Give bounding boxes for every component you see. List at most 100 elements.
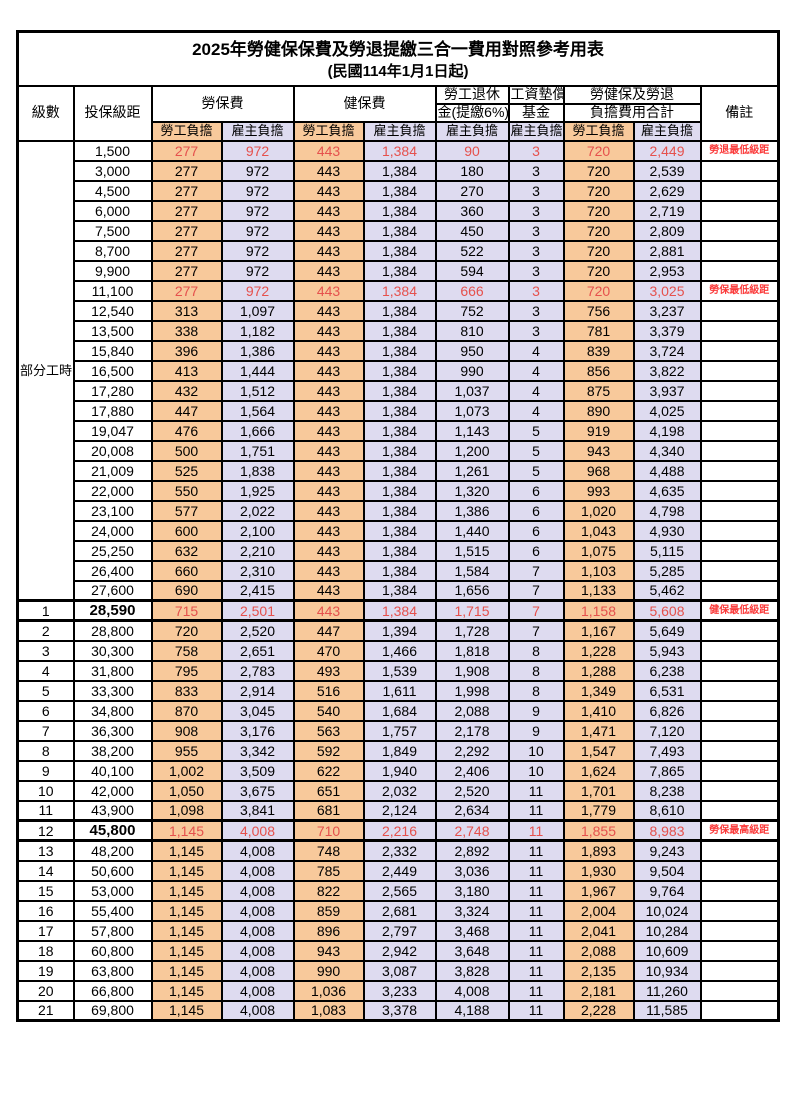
wage-cell: 10 xyxy=(507,759,565,782)
level-cell: 21 xyxy=(16,999,75,1022)
tot_w-cell: 1,158 xyxy=(562,599,635,622)
note-cell xyxy=(699,839,780,862)
tot_e-cell: 9,243 xyxy=(632,839,702,862)
hi_w-cell: 443 xyxy=(292,399,365,422)
hi_e-cell: 1,384 xyxy=(362,479,437,502)
subheader-health-employer: 雇主負擔 xyxy=(362,120,437,142)
bracket-cell: 8,700 xyxy=(72,239,153,262)
page-subtitle: (民國114年1月1日起) xyxy=(327,62,469,80)
tot_w-cell: 756 xyxy=(562,299,635,322)
note-cell xyxy=(699,239,780,262)
tot_e-cell: 4,488 xyxy=(632,459,702,482)
hi_e-cell: 1,384 xyxy=(362,539,437,562)
hi_e-cell: 1,384 xyxy=(362,379,437,402)
hi_e-cell: 1,394 xyxy=(362,619,437,642)
wage-cell: 11 xyxy=(507,819,565,842)
pension-cell: 950 xyxy=(434,339,510,362)
header-row-3: 勞工負擔 雇主負擔 勞工負擔 雇主負擔 雇主負擔 雇主負擔 勞工負擔 雇主負擔 xyxy=(18,120,779,142)
li_e-cell: 2,520 xyxy=(220,619,295,642)
note-cell: 勞保最低級距 xyxy=(699,279,780,302)
note-cell xyxy=(699,259,780,282)
tot_e-cell: 10,609 xyxy=(632,939,702,962)
tot_e-cell: 8,983 xyxy=(632,819,702,842)
bracket-cell: 6,000 xyxy=(72,199,153,222)
hi_e-cell: 1,384 xyxy=(362,439,437,462)
pension-cell: 1,440 xyxy=(434,519,510,542)
note-cell xyxy=(699,759,780,782)
tot_e-cell: 5,943 xyxy=(632,639,702,662)
table-row: 11 43,900 1,098 3,841 681 2,124 2,634 11 1,779 8,… xyxy=(16,799,780,822)
title-row: 2025年勞健保保費及勞退提繳三合一費用對照參考用表 (民國114年1月1日起) xyxy=(16,30,780,87)
note-cell xyxy=(699,979,780,1002)
li_e-cell: 4,008 xyxy=(220,859,295,882)
hi_w-cell: 822 xyxy=(292,879,365,902)
wage-cell: 5 xyxy=(507,419,565,442)
li_e-cell: 1,182 xyxy=(220,319,295,342)
table-row: 20,008 500 1,751 443 1,384 1,200 5 943 4,340 xyxy=(18,439,780,462)
li_w-cell: 758 xyxy=(150,639,223,662)
li_w-cell: 1,145 xyxy=(150,999,223,1022)
pension-cell: 1,515 xyxy=(434,539,510,562)
tot_w-cell: 1,133 xyxy=(562,579,635,602)
wage-cell: 8 xyxy=(507,659,565,682)
li_e-cell: 2,501 xyxy=(220,599,295,622)
title-cell: 2025年勞健保保費及勞退提繳三合一費用對照參考用表 (民國114年1月1日起) xyxy=(16,30,780,87)
hi_e-cell: 2,565 xyxy=(362,879,437,902)
li_e-cell: 972 xyxy=(220,199,295,222)
li_e-cell: 1,751 xyxy=(220,439,295,462)
tot_w-cell: 2,041 xyxy=(562,919,635,942)
bracket-cell: 3,000 xyxy=(72,159,153,182)
pension-cell: 3,324 xyxy=(434,899,510,922)
note-cell xyxy=(699,379,780,402)
bracket-cell: 15,840 xyxy=(72,339,153,362)
level-cell: 2 xyxy=(16,619,75,642)
bracket-cell: 30,300 xyxy=(72,639,153,662)
col-header-wage-fund-line1: 工資墊償 xyxy=(507,84,565,105)
hi_e-cell: 1,384 xyxy=(362,139,437,162)
col-header-level: 級數 xyxy=(16,84,75,142)
hi_w-cell: 443 xyxy=(292,339,365,362)
note-cell xyxy=(699,919,780,942)
hi_e-cell: 2,032 xyxy=(362,779,437,802)
table-row: 15 53,000 1,145 4,008 822 2,565 3,180 11 1,967 9,… xyxy=(16,879,780,902)
tot_w-cell: 1,288 xyxy=(562,659,635,682)
tot_e-cell: 3,822 xyxy=(632,359,702,382)
table-row: 3,000 277 972 443 1,384 180 3 720 2,539 xyxy=(18,159,780,182)
li_e-cell: 1,444 xyxy=(220,359,295,382)
note-cell xyxy=(699,639,780,662)
li_e-cell: 972 xyxy=(220,279,295,302)
tot_w-cell: 2,228 xyxy=(562,999,635,1022)
wage-cell: 11 xyxy=(507,959,565,982)
col-header-health-fee: 健保費 xyxy=(292,84,437,123)
hi_e-cell: 1,384 xyxy=(362,399,437,422)
pension-cell: 1,143 xyxy=(434,419,510,442)
tot_e-cell: 3,937 xyxy=(632,379,702,402)
li_w-cell: 715 xyxy=(150,599,223,622)
tot_e-cell: 9,504 xyxy=(632,859,702,882)
table-body: 部分工時 1,500 277 972 443 1,384 90 3 720 2,449 勞退最低級距… xyxy=(16,139,780,1022)
tot_e-cell: 4,635 xyxy=(632,479,702,502)
hi_w-cell: 493 xyxy=(292,659,365,682)
li_w-cell: 447 xyxy=(150,399,223,422)
wage-cell: 11 xyxy=(507,939,565,962)
wage-cell: 11 xyxy=(507,979,565,1002)
wage-cell: 3 xyxy=(507,299,565,322)
pension-cell: 522 xyxy=(434,239,510,262)
tot_e-cell: 4,025 xyxy=(632,399,702,422)
wage-cell: 6 xyxy=(507,519,565,542)
li_w-cell: 577 xyxy=(150,499,223,522)
li_w-cell: 313 xyxy=(150,299,223,322)
pension-cell: 1,200 xyxy=(434,439,510,462)
part-time-merged-cell: 部分工時 xyxy=(16,139,75,602)
bracket-cell: 57,800 xyxy=(72,919,153,942)
li_e-cell: 972 xyxy=(220,219,295,242)
li_w-cell: 1,145 xyxy=(150,819,223,842)
pension-cell: 990 xyxy=(434,359,510,382)
table-row: 16,500 413 1,444 443 1,384 990 4 856 3,822 xyxy=(18,359,780,382)
wage-cell: 11 xyxy=(507,899,565,922)
li_e-cell: 4,008 xyxy=(220,999,295,1022)
pension-cell: 3,036 xyxy=(434,859,510,882)
tot_e-cell: 2,629 xyxy=(632,179,702,202)
tot_w-cell: 720 xyxy=(562,139,635,162)
hi_e-cell: 1,384 xyxy=(362,279,437,302)
